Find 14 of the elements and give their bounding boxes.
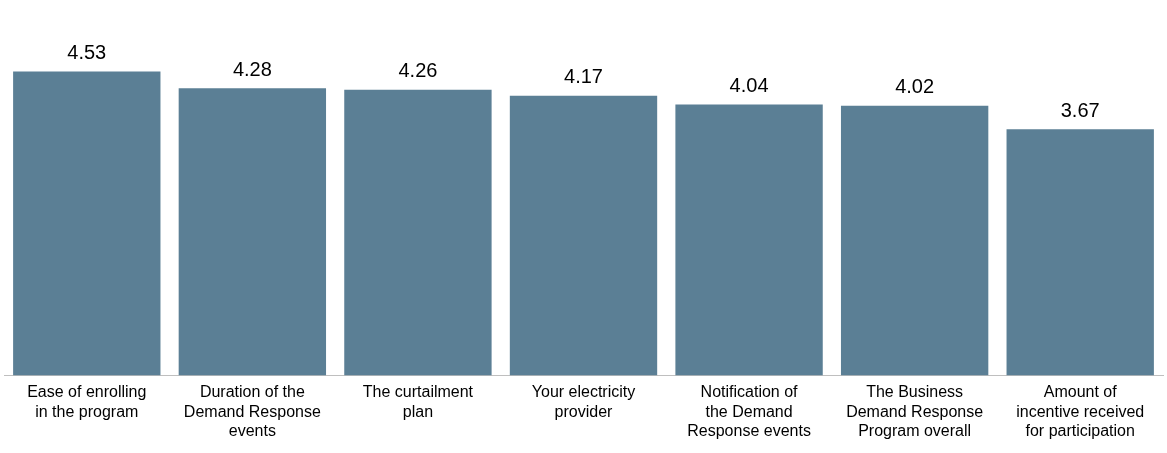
data-label: 4.28 — [232, 57, 272, 80]
data-label: 4.26 — [398, 59, 438, 82]
x-tick-label: The Business Demand Response Program overall — [846, 383, 984, 439]
data-label: 4.02 — [895, 75, 935, 98]
x-tick-label: Your electricity provider — [531, 383, 636, 420]
x-tick-label: Notification of the Demand Response events — [687, 383, 811, 439]
x-tick-label: Duration of the Demand Response events — [183, 383, 321, 439]
data-label: 4.17 — [564, 65, 603, 88]
x-tick-label: The curtailment plan — [362, 383, 474, 420]
x-tick-label: Amount of incentive received for participation — [1016, 383, 1145, 439]
data-label: 4.53 — [67, 41, 107, 64]
x-tick-label: Ease of enrolling in the program — [27, 383, 147, 420]
data-label: 4.04 — [729, 73, 769, 96]
data-label: 3.67 — [1060, 98, 1100, 121]
